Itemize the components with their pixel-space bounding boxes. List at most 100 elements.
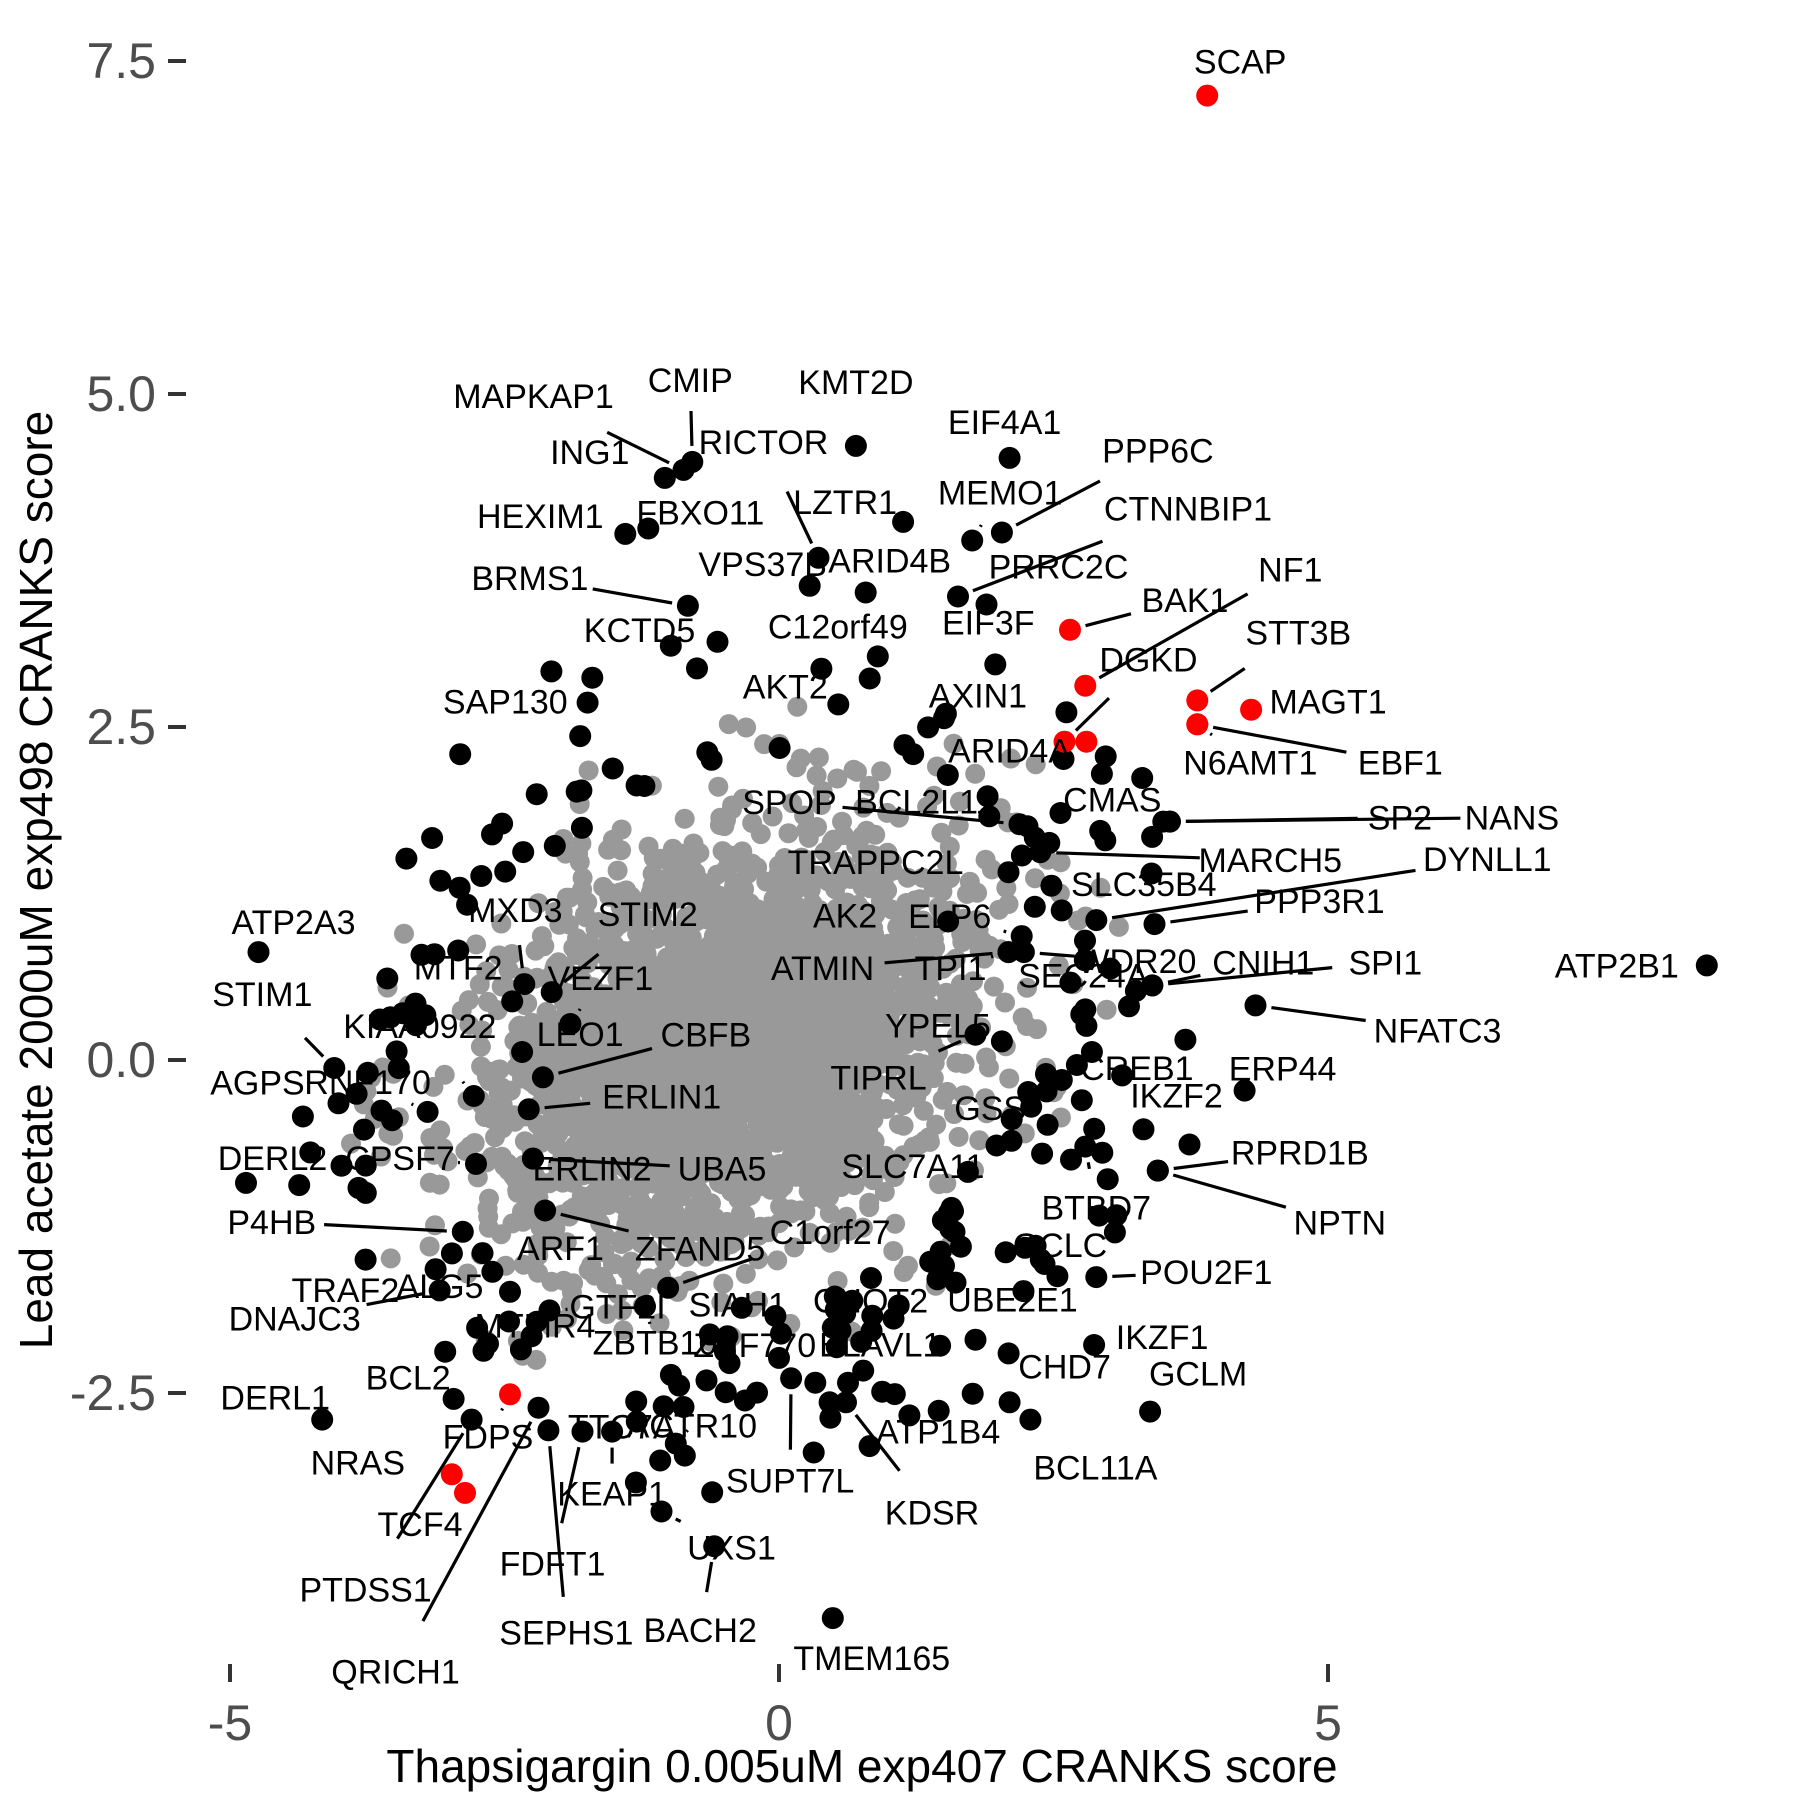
unlabeled-point (668, 1374, 691, 1397)
label-MAPKAP1: MAPKAP1 (453, 378, 614, 416)
point-UXS1 (650, 1500, 673, 1523)
unlabeled-point (764, 1305, 787, 1327)
leader-BRMS1 (592, 587, 673, 605)
cloud-point (593, 1140, 614, 1161)
label-TIPRL: TIPRL (830, 1060, 926, 1098)
cloud-point (927, 869, 948, 889)
cloud-point (645, 1025, 666, 1046)
label-SUPT7L: SUPT7L (726, 1462, 855, 1500)
unlabeled-point (540, 660, 563, 683)
cloud-point (607, 860, 628, 881)
cloud-point (631, 1216, 652, 1237)
background-cloud (341, 696, 1129, 1370)
cloud-point (574, 1130, 595, 1151)
point-FDFT1 (571, 1420, 594, 1443)
point-CREB1 (1080, 1041, 1103, 1063)
point-QRICH1 (527, 1396, 550, 1419)
unlabeled-point (387, 1057, 410, 1080)
cloud-point (748, 1249, 769, 1270)
cloud-point (954, 1053, 975, 1074)
label-MAGT1: MAGT1 (1270, 684, 1387, 722)
leader-KIAA0922 (461, 1080, 466, 1085)
cloud-point (558, 914, 579, 935)
point-MTMR4 (477, 1332, 499, 1355)
point-CBFB (531, 1066, 554, 1089)
unlabeled-point (718, 1352, 741, 1375)
cloud-point (476, 961, 497, 982)
cloud-point (877, 1020, 898, 1041)
label-ATMIN: ATMIN (771, 950, 874, 988)
unlabeled-point (448, 876, 471, 899)
cloud-point (828, 851, 849, 872)
point-FBXO11 (637, 517, 660, 540)
leader-FDPS (500, 1407, 504, 1412)
leader-TPI1 (990, 954, 994, 959)
unlabeled-point (491, 812, 514, 835)
point-AGPS (370, 1099, 393, 1122)
unlabeled-point (466, 1316, 489, 1339)
cloud-point (759, 1034, 780, 1055)
unlabeled-point (917, 716, 940, 739)
label-ATP1B4: ATP1B4 (876, 1414, 1000, 1452)
unlabeled-point (768, 1346, 790, 1369)
cloud-point (637, 1152, 658, 1173)
cloud-point (513, 1254, 534, 1275)
cloud-point (500, 1080, 521, 1101)
label-ALG5: ALG5 (397, 1268, 484, 1306)
cloud-point (859, 1197, 880, 1218)
leader-RPRD1B (1173, 1160, 1229, 1171)
point-ARID4A (976, 785, 999, 808)
label-BCL2: BCL2 (366, 1360, 451, 1398)
unlabeled-point (330, 1154, 353, 1177)
unlabeled-point (494, 860, 517, 883)
unlabeled-point (442, 1387, 465, 1410)
leader-BTBD7 (1086, 1162, 1091, 1170)
point-NPTN (1146, 1159, 1169, 1182)
cloud-point (590, 984, 611, 1005)
cloud-point (795, 849, 816, 870)
label-TPI1: TPI1 (915, 950, 987, 988)
unlabeled-point (1105, 1204, 1128, 1227)
cloud-point (734, 888, 755, 909)
cloud-point (696, 1225, 717, 1246)
cloud-point (884, 1167, 905, 1187)
leader-UBA5 (548, 1157, 670, 1168)
unlabeled-point (929, 1334, 952, 1357)
point-MEMO1 (961, 529, 984, 552)
cloud-point (665, 1104, 686, 1125)
cloud-point (834, 1209, 855, 1230)
label-CHD7: CHD7 (1018, 1348, 1111, 1386)
label-CNOT2: CNOT2 (813, 1282, 928, 1320)
unlabeled-point (1074, 929, 1096, 952)
cloud-point (778, 823, 799, 844)
cloud-point (684, 1127, 705, 1148)
cloud-point (670, 843, 691, 864)
leader-SPOP (842, 805, 1004, 825)
point-AK2 (937, 910, 960, 933)
label-FDPS: FDPS (443, 1418, 534, 1456)
cloud-point (664, 933, 684, 953)
unlabeled-point (235, 1171, 257, 1194)
cloud-point (953, 1085, 974, 1106)
label-LEO1: LEO1 (537, 1016, 624, 1054)
label-ACTR10: ACTR10 (627, 1408, 757, 1446)
unlabeled-point (424, 1258, 447, 1281)
cloud-point (638, 1238, 659, 1259)
point-STIM2 (540, 981, 563, 1004)
unlabeled-point (1050, 899, 1073, 922)
unlabeled-point (368, 1008, 391, 1031)
unlabeled-point (570, 779, 593, 802)
leader-PPP3R1 (1170, 909, 1248, 924)
point-EBF1 (1186, 713, 1209, 736)
cloud-point (709, 914, 730, 935)
point-LZTR1 (892, 510, 915, 533)
point-EIF4A1 (998, 446, 1021, 469)
cloud-point (814, 842, 835, 863)
unlabeled-point (624, 1471, 647, 1494)
point-DYNLL1 (1085, 909, 1108, 932)
point-GCLM (1139, 1400, 1162, 1423)
cloud-point (651, 904, 672, 925)
unlabeled-point (1059, 971, 1082, 994)
leader-FDFT1 (560, 1446, 581, 1524)
cloud-point (513, 1170, 534, 1191)
